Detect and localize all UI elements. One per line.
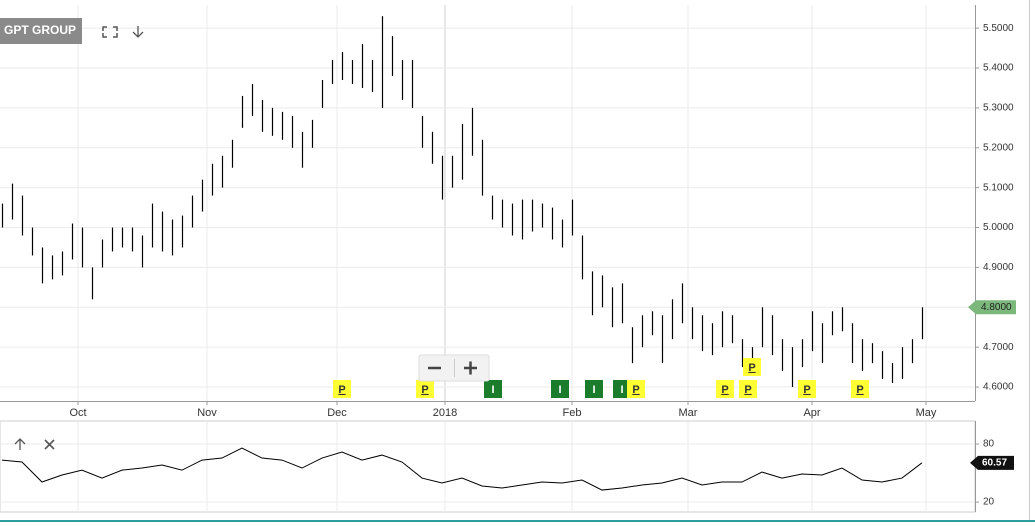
y-tick-label: 4.6000 <box>983 382 1014 393</box>
indicator-line <box>1 447 923 491</box>
event-flag <box>851 380 869 398</box>
event-label: P <box>856 384 863 396</box>
event-label: P <box>721 384 728 396</box>
y-tick-label: 5.5000 <box>983 23 1014 34</box>
zoom-in[interactable] <box>464 361 477 375</box>
event-label: P <box>803 384 810 396</box>
zoom-control <box>418 354 490 382</box>
event-label: P <box>744 384 751 396</box>
x-tick-label: Mar <box>679 407 698 419</box>
last-value-label: 60.57 <box>982 457 1007 468</box>
event-label: I <box>558 384 561 396</box>
chart-title: GPT GROUP <box>4 23 76 37</box>
event-flag <box>613 380 631 398</box>
y-tick-label: 5.3000 <box>983 103 1014 114</box>
x-tick-label: Oct <box>69 407 86 419</box>
y-tick-label: 5.4000 <box>983 63 1014 74</box>
x-tick-label: Nov <box>197 407 217 419</box>
event-flag <box>551 380 569 398</box>
event-label: I <box>620 384 623 396</box>
y-tick-label: 5.1000 <box>983 182 1014 193</box>
event-label: P <box>632 384 639 396</box>
title-badge[interactable] <box>0 18 82 44</box>
event-label: P <box>748 362 755 374</box>
x-tick-label: Feb <box>563 407 582 419</box>
x-tick-label: Dec <box>327 407 347 419</box>
event-label: P <box>421 384 428 396</box>
x-tick-label: 2018 <box>433 407 457 419</box>
plot-area <box>0 5 975 401</box>
event-flag <box>333 380 351 398</box>
event-flag <box>585 380 603 398</box>
y-tick-label: 4.7000 <box>983 342 1014 353</box>
event-flag <box>716 380 734 398</box>
event-flag <box>627 380 645 398</box>
y-tick-label: 5.0000 <box>983 222 1014 233</box>
close-icon[interactable] <box>44 439 55 450</box>
event-flag <box>798 380 816 398</box>
event-flag <box>743 358 761 376</box>
event-label: I <box>491 384 494 396</box>
y-tick-label: 5.2000 <box>983 142 1014 153</box>
indicator-frame <box>0 420 976 513</box>
event-label: I <box>592 384 595 396</box>
last-price-tag <box>968 300 1016 315</box>
event-flag <box>416 380 434 398</box>
event-label: P <box>338 384 345 396</box>
download-icon[interactable] <box>132 26 144 38</box>
last-value-tag <box>970 455 1014 470</box>
move-up-icon[interactable] <box>14 438 26 450</box>
x-tick-label: Apr <box>803 407 820 419</box>
y-tick-label: 80 <box>983 439 995 450</box>
y-tick-label: 4.9000 <box>983 262 1014 273</box>
y-tick-label: 20 <box>983 497 995 508</box>
event-flag <box>739 380 757 398</box>
fullscreen-icon[interactable] <box>102 26 118 38</box>
x-tick-label: May <box>916 407 937 419</box>
event-flag <box>484 380 502 398</box>
last-price-label: 4.8000 <box>981 302 1012 313</box>
